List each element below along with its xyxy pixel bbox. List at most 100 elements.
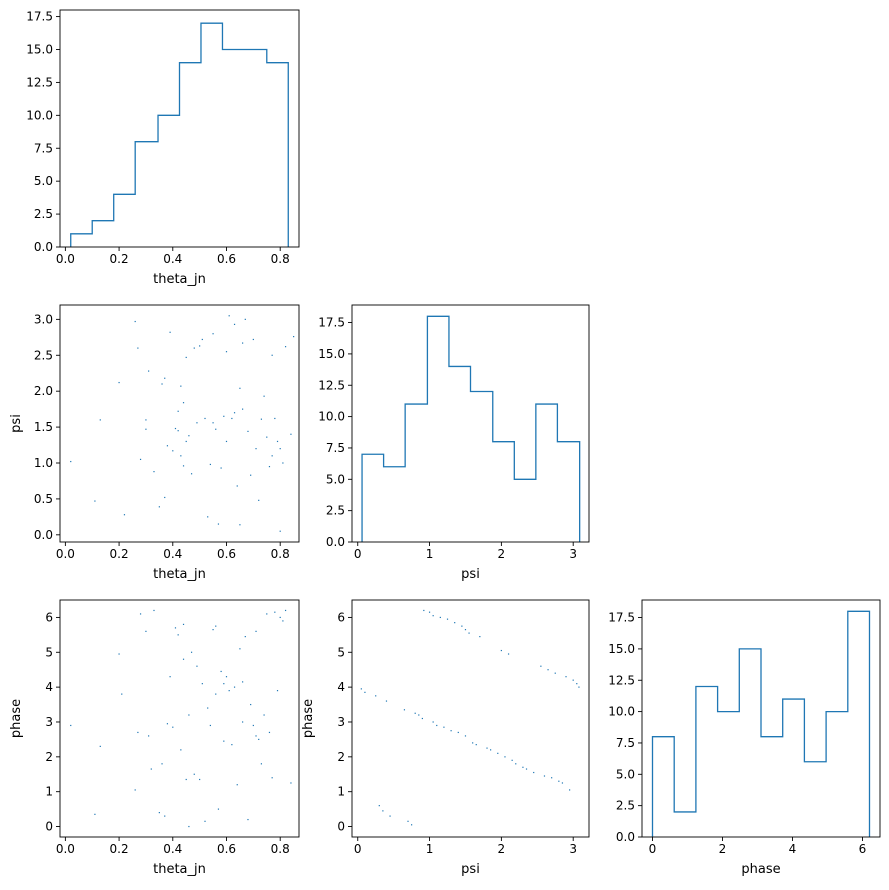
scatter-point (255, 735, 257, 737)
scatter-point (228, 315, 230, 317)
y-tick-label: 10.0 (608, 705, 635, 719)
scatter-point (164, 377, 166, 379)
scatter-point (279, 530, 281, 532)
y-tick-label: 2 (337, 750, 345, 764)
scatter-point (250, 703, 252, 706)
y-tick-label: 12.5 (26, 75, 53, 89)
scatter-point (511, 759, 513, 761)
scatter-point (180, 749, 182, 751)
y-axis-label: psi (9, 414, 24, 433)
x-tick-label: 0.2 (110, 842, 129, 856)
axes-frame (59, 304, 300, 543)
y-tick-label: 12.5 (608, 673, 635, 687)
y-tick-label: 10.0 (318, 410, 345, 424)
scatter-point (472, 742, 474, 744)
y-tick-label: 17.5 (318, 316, 345, 330)
scatter-point (123, 514, 126, 516)
x-tick-label: 3 (569, 547, 577, 561)
scatter-point (185, 440, 187, 443)
x-tick-label: 0 (354, 842, 362, 856)
scatter-point (70, 724, 72, 727)
scatter-point (212, 422, 214, 424)
scatter-point (199, 345, 201, 347)
scatter-point (414, 712, 416, 714)
scatter-point (515, 763, 517, 765)
y-tick-label: 7.5 (616, 736, 635, 750)
scatter-point (223, 683, 225, 685)
y-axis-label: phase (9, 699, 24, 738)
scatter-point (464, 629, 467, 631)
scatter-point (209, 724, 211, 727)
scatter-point (274, 611, 276, 613)
x-tick-label: 0.6 (217, 252, 236, 266)
scatter-point (554, 672, 556, 674)
y-tick-label: 1.5 (34, 420, 53, 434)
x-tick-label: 3 (569, 842, 577, 856)
y-axis-label: phase (301, 699, 316, 738)
scatter-point (255, 448, 257, 450)
scatter-point (443, 726, 445, 728)
x-tick-label: 0.8 (271, 252, 290, 266)
scatter-point (389, 815, 391, 817)
x-axis-label: phase (741, 862, 780, 877)
x-tick-label: 0.2 (110, 252, 129, 266)
scatter-point (215, 693, 217, 695)
scatter-point (215, 625, 217, 627)
scatter-point (242, 681, 244, 683)
histogram-step-line (651, 610, 871, 837)
y-tick-label: 0 (45, 820, 53, 834)
scatter-point (578, 686, 580, 688)
scatter-point (432, 615, 434, 617)
scatter-point (407, 820, 409, 822)
axes-frame (351, 304, 590, 543)
scatter-point (137, 347, 139, 349)
y-tick-label: 0.0 (616, 830, 635, 844)
scatter-point (94, 813, 96, 815)
scatter-point (207, 707, 209, 709)
scatter-points (70, 315, 295, 532)
scatter-point (161, 383, 163, 385)
x-axis-label: psi (461, 862, 480, 877)
x-tick-label: 6 (859, 842, 867, 856)
scatter-point (193, 773, 195, 775)
scatter-point (360, 688, 362, 690)
scatter-point (486, 747, 488, 749)
scatter-point (137, 731, 139, 734)
scatter-point (201, 338, 203, 341)
y-tick-label: 3 (337, 715, 345, 729)
y-tick-label: 17.5 (26, 10, 53, 24)
y-tick-label: 12.5 (318, 378, 345, 392)
scatter-point (236, 784, 238, 786)
scatter-point (199, 778, 201, 781)
scatter-point (217, 523, 220, 525)
scatter-point (572, 679, 574, 681)
scatter-point (475, 744, 477, 746)
x-axis-label: theta_jn (153, 567, 206, 582)
scatter-point (212, 629, 214, 631)
scatter-point (461, 625, 463, 627)
y-tick-label: 1.0 (34, 456, 53, 470)
scatter-point (258, 738, 260, 741)
scatter-point (180, 385, 182, 387)
axes-frame (59, 599, 300, 838)
scatter-points (70, 609, 292, 828)
scatter-point (145, 630, 147, 632)
scatter-point (220, 670, 222, 673)
scatter-point (134, 789, 136, 791)
scatter-point (148, 735, 150, 737)
scatter-point (166, 445, 169, 447)
histogram-step-line (70, 22, 289, 247)
scatter-point (375, 695, 377, 697)
scatter-point (196, 422, 198, 424)
panel-scatter_theta_jn_psi: 0.0 0.2 0.4 0.6 0.8 0.0 0.5 1.0 1.5 2.0 2.5 3.0 thet… (9, 304, 300, 582)
scatter-point (190, 651, 193, 653)
y-tick-label: 0.0 (34, 240, 53, 254)
scatter-point (70, 460, 72, 463)
y-tick-label: 5.0 (326, 472, 345, 486)
y-tick-label: 15.0 (608, 642, 635, 656)
scatter-point (166, 723, 169, 725)
scatter-point (134, 320, 136, 323)
scatter-point (263, 714, 265, 716)
x-axis-label: psi (461, 567, 480, 582)
x-tick-label: 0 (649, 842, 657, 856)
